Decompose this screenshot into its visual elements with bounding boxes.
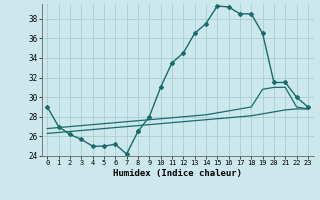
X-axis label: Humidex (Indice chaleur): Humidex (Indice chaleur) <box>113 169 242 178</box>
